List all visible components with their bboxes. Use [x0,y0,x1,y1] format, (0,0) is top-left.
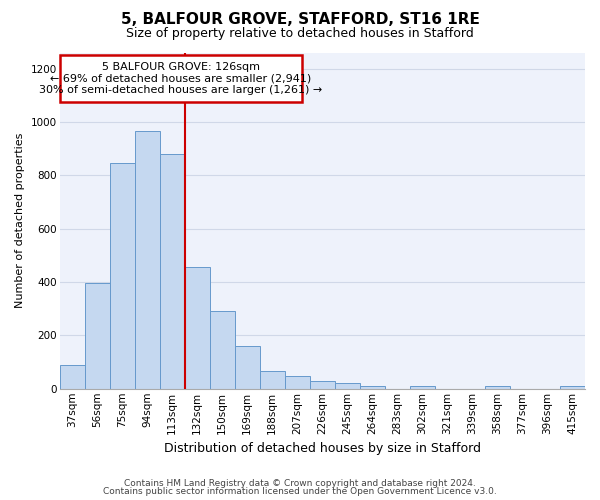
Bar [485,386,510,389]
Bar [360,386,385,389]
Text: Size of property relative to detached houses in Stafford: Size of property relative to detached ho… [126,28,474,40]
Text: 5, BALFOUR GROVE, STAFFORD, ST16 1RE: 5, BALFOUR GROVE, STAFFORD, ST16 1RE [121,12,479,28]
Bar [260,372,285,389]
Bar [410,386,435,389]
Bar [85,284,110,389]
Text: Contains HM Land Registry data © Crown copyright and database right 2024.: Contains HM Land Registry data © Crown c… [124,478,476,488]
Bar [59,364,85,389]
Bar [110,164,134,389]
X-axis label: Distribution of detached houses by size in Stafford: Distribution of detached houses by size … [164,442,481,455]
Bar [335,384,360,389]
Bar [285,376,310,389]
Text: 5 BALFOUR GROVE: 126sqm
← 69% of detached houses are smaller (2,941)
30% of semi: 5 BALFOUR GROVE: 126sqm ← 69% of detache… [40,62,323,95]
Bar [185,268,210,389]
Y-axis label: Number of detached properties: Number of detached properties [15,133,25,308]
Bar [134,131,160,389]
Bar [560,386,585,389]
FancyBboxPatch shape [59,55,302,102]
Text: Contains public sector information licensed under the Open Government Licence v3: Contains public sector information licen… [103,488,497,496]
Bar [310,381,335,389]
Bar [160,154,185,389]
Bar [235,346,260,389]
Bar [210,312,235,389]
